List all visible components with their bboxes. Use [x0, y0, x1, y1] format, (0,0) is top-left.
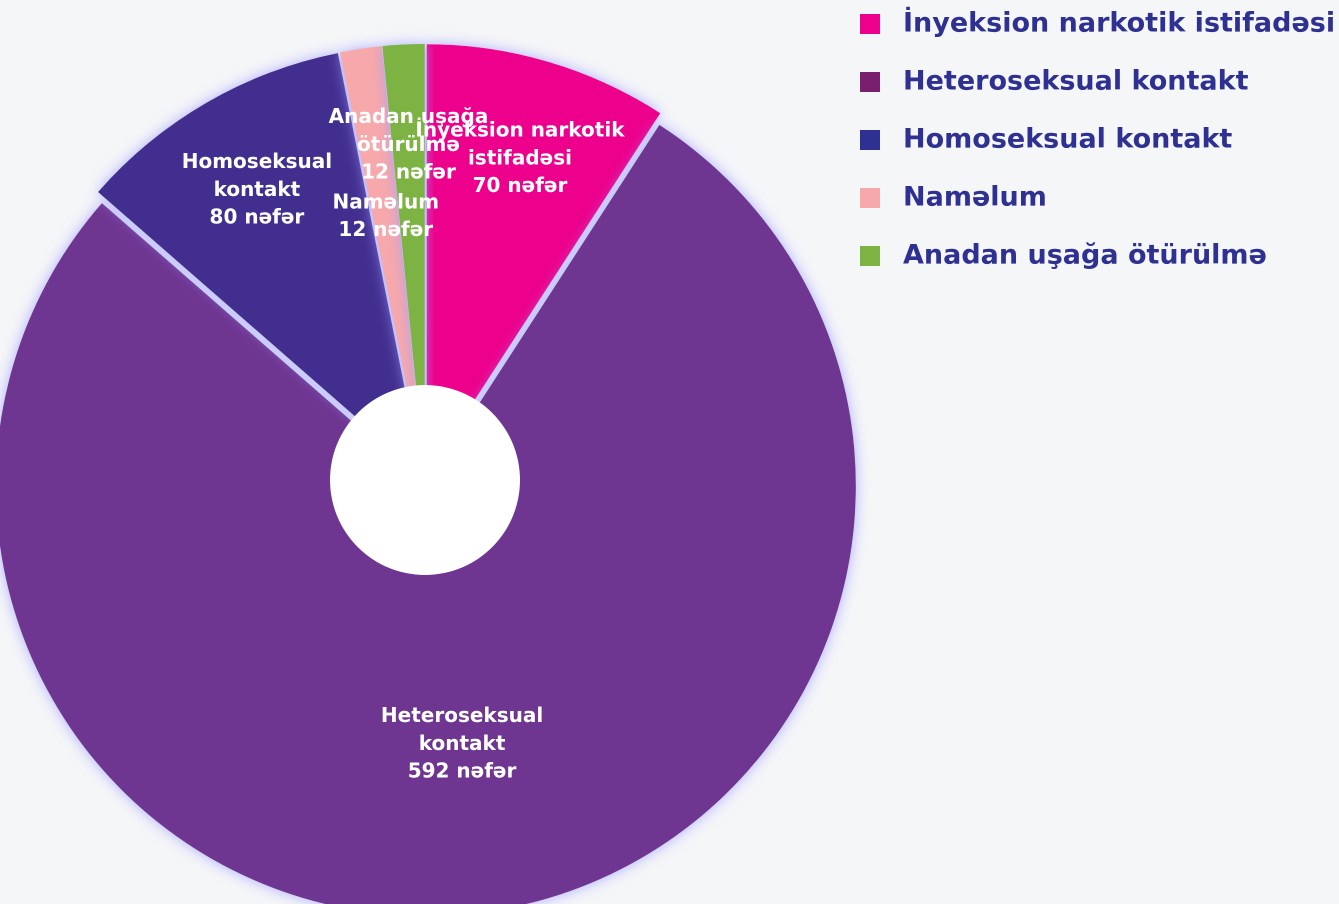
slice-label-line: Naməlum	[332, 189, 439, 213]
legend: İnyeksion narkotik istifadəsi Heteroseksu…	[860, 7, 1335, 271]
slice-value-label: 12 nəfər	[361, 160, 456, 184]
legend-label: Naməlum	[903, 182, 1047, 213]
legend-label: Heteroseksual kontakt	[903, 66, 1249, 97]
slice-value-label: 70 nəfər	[473, 173, 568, 197]
slice-value-label: 592 nəfər	[408, 759, 517, 783]
pie-slice	[340, 46, 425, 475]
slice-label-line: ötürülmə	[357, 132, 460, 156]
legend-swatch	[860, 14, 880, 34]
slice-label: İnyeksion narkotik istifadəsi	[415, 117, 625, 169]
slice-label-line: istifadəsi	[468, 145, 572, 169]
slice-label: Naməlum	[332, 189, 439, 213]
slice-label-line: Homoseksual	[182, 148, 332, 172]
slice-label-line: kontakt	[214, 176, 301, 200]
legend-label: Homoseksual kontakt	[903, 124, 1232, 155]
pie-slice	[382, 44, 425, 475]
donut-hole	[330, 385, 520, 575]
slice-value-label: 80 nəfər	[210, 204, 305, 228]
slice-label-line: Anadan uşağa	[329, 104, 489, 128]
slice-label: Homoseksual kontakt	[182, 148, 332, 200]
slice-label: Anadan uşağa ötürülmə	[329, 104, 489, 156]
pie-slice	[426, 44, 661, 475]
slice-label-line: kontakt	[419, 731, 506, 755]
legend-swatch	[860, 72, 880, 92]
legend-label: İnyeksion narkotik istifadəsi	[903, 7, 1335, 39]
slice-label: Heteroseksual kontakt	[381, 703, 543, 755]
slice-label-line: Heteroseksual	[381, 703, 543, 727]
labels: İnyeksion narkotik istifadəsi 70 nəfər Hete…	[182, 104, 625, 783]
slice-value-label: 12 nəfər	[338, 217, 433, 241]
legend-swatch	[860, 188, 880, 208]
pie-slice	[98, 53, 422, 475]
legend-swatch	[860, 246, 880, 266]
legend-label: Anadan uşağa ötürülmə	[903, 240, 1267, 271]
slice-label-line: İnyeksion narkotik	[415, 117, 625, 141]
legend-swatch	[860, 130, 880, 150]
